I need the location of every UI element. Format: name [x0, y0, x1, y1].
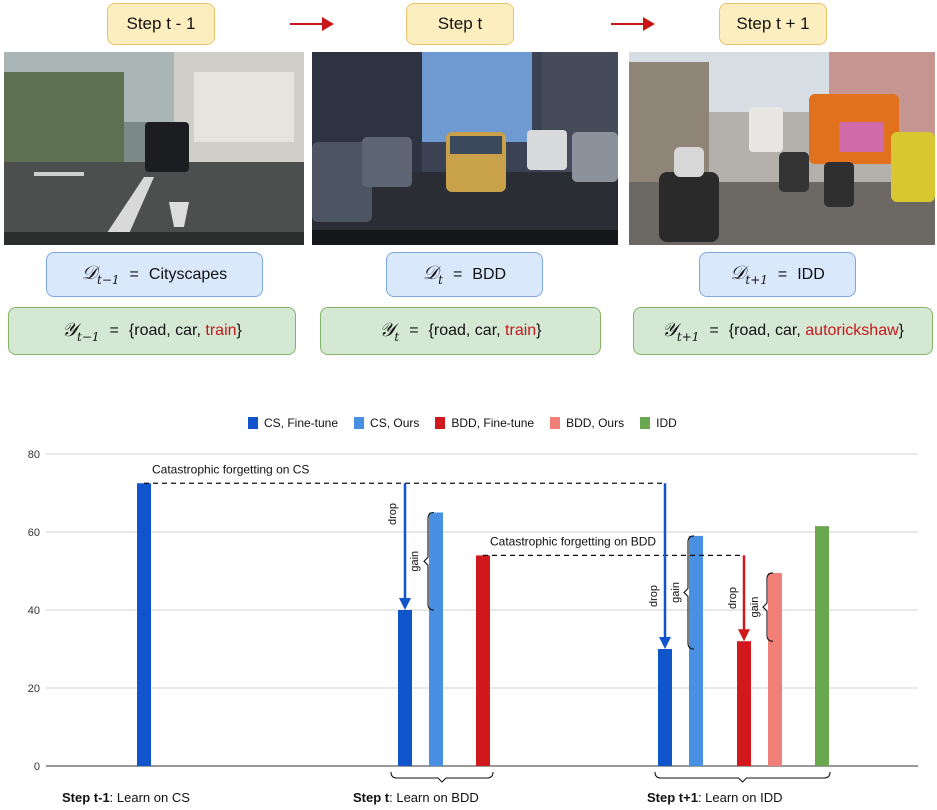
group-bracket-step-t	[390, 771, 494, 783]
domain-symbol: 𝒟	[730, 262, 746, 285]
chart-legend: CS, Fine-tune CS, Ours BDD, Fine-tune BD…	[248, 416, 677, 430]
legend-label: IDD	[656, 416, 677, 430]
y-tick-label: 80	[28, 449, 40, 461]
drop-label: drop	[648, 585, 660, 607]
bar-cs-ours-g2	[689, 535, 703, 766]
label-symbol: 𝒴	[662, 318, 677, 341]
labelspace-box-next: 𝒴t+1 = {road, car, autorickshaw}	[633, 307, 933, 355]
class-close: }	[236, 322, 242, 339]
caption-step-prev: Step t-1: Learn on CS	[62, 790, 190, 805]
legend-label: CS, Ours	[370, 416, 420, 430]
domain-symbol: 𝒟	[81, 262, 98, 285]
y-tick-label: 40	[28, 605, 40, 617]
label-symbol: 𝒴	[62, 318, 78, 341]
equals-sign: =	[777, 265, 788, 283]
caption-bold: Step t+1	[647, 790, 698, 805]
y-tick-label: 0	[34, 761, 40, 773]
drop-arrow-bdd-step-t1-head	[738, 629, 750, 642]
y-tick-label: 60	[28, 527, 40, 539]
equals-sign: =	[129, 265, 139, 283]
step-arrow-2	[611, 17, 655, 31]
labelspace-box-current: 𝒴t = {road, car, train}	[320, 307, 601, 355]
step-pill-current: Step t	[406, 3, 514, 45]
forgetting-cs-label: Catastrophic forgetting on CS	[152, 462, 309, 476]
class-list: {road, car,	[428, 322, 506, 339]
new-class: autorickshaw	[805, 322, 899, 339]
idd-photo	[629, 52, 935, 245]
domain-dataset: Cityscapes	[148, 265, 228, 283]
gain-label: gain	[670, 582, 682, 603]
caption-text: : Learn on IDD	[697, 790, 783, 805]
forgetting-bdd-label: Catastrophic forgetting on BDD	[490, 534, 656, 548]
cityscapes-photo	[4, 52, 304, 245]
domain-symbol: 𝒟	[422, 262, 439, 285]
bar-bdd-fine-tune-g1	[476, 555, 490, 766]
step-pill-next: Step t + 1	[719, 3, 827, 45]
bar-cs-ours-g1	[429, 512, 443, 766]
step-arrow-1	[290, 17, 334, 31]
y-tick-label: 20	[28, 683, 40, 695]
class-set: {road, car, autorickshaw}	[729, 322, 904, 340]
bar-bdd-fine-tune-g2	[737, 641, 751, 766]
domain-box-prev: 𝒟t−1 = Cityscapes	[46, 252, 263, 297]
domain-subscript: t	[438, 272, 443, 287]
label-subscript: t−1	[77, 329, 100, 344]
bdd-photo	[312, 52, 618, 245]
gain-brace-cs-step-t	[423, 511, 435, 611]
equals-sign: =	[709, 322, 719, 339]
legend-label: BDD, Ours	[566, 416, 625, 430]
gain-label: gain	[409, 551, 421, 572]
class-close: }	[898, 322, 904, 339]
domain-box-next: 𝒟t+1 = IDD	[699, 252, 856, 297]
new-class: train	[205, 322, 237, 339]
domain-dataset: BDD	[472, 265, 507, 283]
labelspace-box-prev: 𝒴t−1 = {road, car, train}	[8, 307, 296, 355]
legend-item-idd: IDD	[640, 416, 677, 430]
group-bracket-step-t1	[654, 771, 831, 783]
gain-label: gain	[749, 597, 761, 618]
gain-brace-cs-step-t1	[683, 535, 695, 650]
drop-label: drop	[387, 503, 399, 525]
bar-cs-fine-tune-g0	[137, 483, 151, 766]
legend-item-cs-finetune: CS, Fine-tune	[248, 416, 338, 430]
label-subscript: t	[394, 329, 400, 344]
equals-sign: =	[409, 322, 419, 339]
caption-text: : Learn on BDD	[389, 790, 479, 805]
bar-idd-g2	[815, 526, 829, 766]
legend-label: BDD, Fine-tune	[451, 416, 535, 430]
caption-bold: Step t-1	[62, 790, 110, 805]
label-symbol: 𝒴	[379, 318, 395, 341]
legend-item-bdd-finetune: BDD, Fine-tune	[435, 416, 534, 430]
domain-dataset: IDD	[797, 265, 825, 283]
domain-box-current: 𝒟t = BDD	[386, 252, 543, 297]
legend-label: CS, Fine-tune	[264, 416, 339, 430]
label-subscript: t+1	[676, 329, 700, 344]
class-close: }	[536, 322, 542, 339]
drop-label: drop	[727, 587, 739, 609]
domain-subscript: t−1	[97, 272, 120, 287]
gain-brace-bdd-step-t1	[762, 572, 774, 642]
bar-cs-fine-tune-g2	[658, 649, 672, 766]
bar-cs-fine-tune-g1	[398, 610, 412, 766]
drop-arrow-cs-step-t1-head	[659, 637, 671, 649]
class-set: {road, car, train}	[129, 322, 242, 340]
domain-subscript: t+1	[745, 272, 768, 287]
class-list: {road, car,	[728, 322, 806, 339]
step-pill-prev: Step t - 1	[107, 3, 215, 45]
drop-arrow-cs-step-t-head	[399, 598, 411, 610]
equals-sign: =	[452, 265, 463, 283]
new-class: train	[505, 322, 537, 339]
legend-item-cs-ours: CS, Ours	[354, 416, 419, 430]
caption-text: : Learn on CS	[109, 790, 190, 805]
caption-step-next: Step t+1: Learn on IDD	[647, 790, 782, 805]
caption-step-current: Step t: Learn on BDD	[353, 790, 479, 805]
caption-bold: Step t	[353, 790, 390, 805]
equals-sign: =	[109, 322, 119, 339]
legend-item-bdd-ours: BDD, Ours	[550, 416, 624, 430]
class-list: {road, car,	[128, 322, 206, 339]
class-set: {road, car, train}	[429, 322, 542, 340]
bar-bdd-ours-g2	[768, 572, 782, 766]
